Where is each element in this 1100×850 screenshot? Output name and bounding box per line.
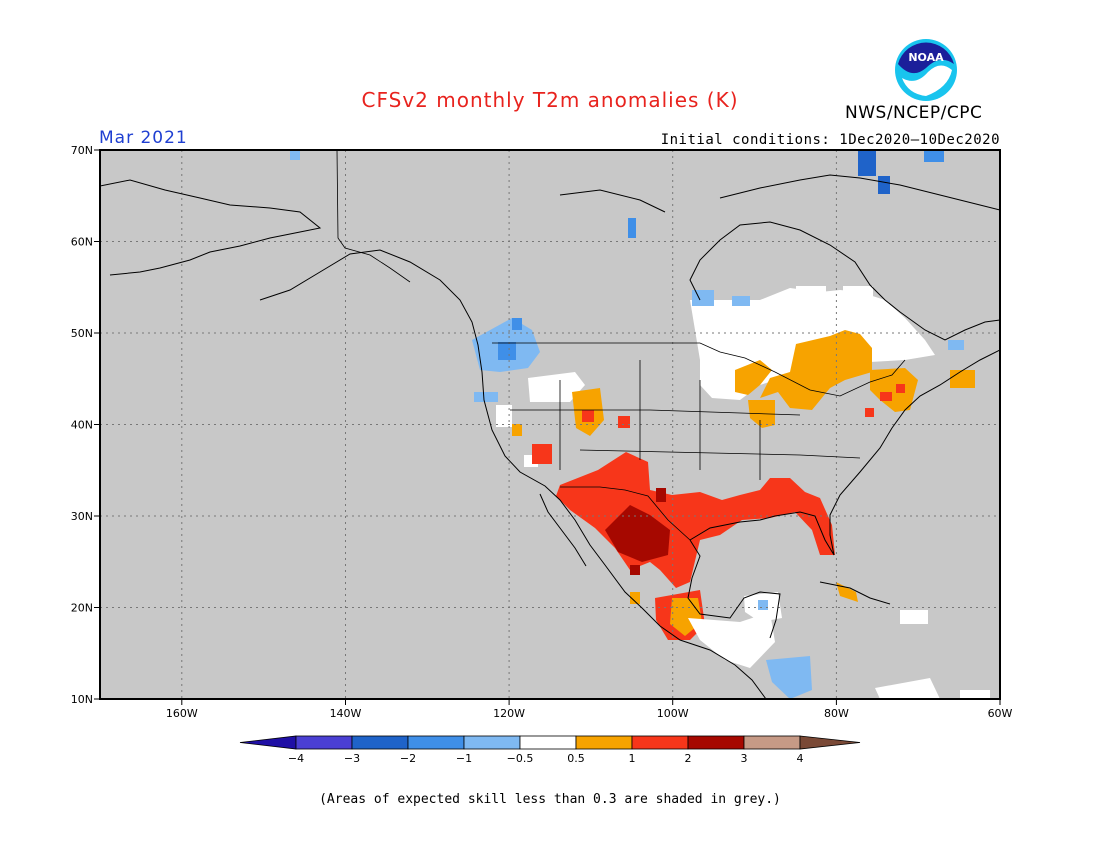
warm-region-great-lakes xyxy=(760,330,872,410)
colorbar-segment xyxy=(295,735,353,750)
chart-title: CFSv2 monthly T2m anomalies (K) xyxy=(361,88,739,112)
colorbar-segment xyxy=(687,735,745,750)
longitude-ticks: 160W 140W 120W 100W 80W 60W xyxy=(166,707,1013,720)
colorbar-label: −2 xyxy=(400,752,416,765)
colorbar-label: −0.5 xyxy=(507,752,534,765)
lat-tick-label: 30N xyxy=(71,510,93,523)
lat-tick-label: 50N xyxy=(71,327,93,340)
forecast-month: Mar 2021 xyxy=(99,128,188,148)
lon-tick-label: 160W xyxy=(166,707,198,720)
colorbar-label: 3 xyxy=(741,752,748,765)
colorbar-label: 1 xyxy=(629,752,636,765)
coastlines xyxy=(100,174,1000,699)
map-grid xyxy=(100,150,1000,699)
colorbar-segment xyxy=(463,735,521,750)
latitude-ticks: 70N 60N 50N 40N 30N 20N 10N xyxy=(71,144,93,706)
colorbar-segment xyxy=(575,735,633,750)
colorbar-label: 2 xyxy=(685,752,692,765)
lat-tick-label: 10N xyxy=(71,693,93,706)
noaa-logo-text: NOAA xyxy=(908,51,944,64)
colorbar-label: 4 xyxy=(797,752,804,765)
lat-tick-label: 20N xyxy=(71,602,93,615)
colorbar-label: −4 xyxy=(288,752,304,765)
lon-tick-label: 120W xyxy=(493,707,525,720)
colorbar-label: −3 xyxy=(344,752,360,765)
tick-marks xyxy=(94,149,1001,705)
colorbar-segment xyxy=(743,735,801,750)
initial-conditions: Initial conditions: 1Dec2020—10Dec2020 xyxy=(660,132,1000,148)
very-warm-region-texas xyxy=(605,505,670,562)
colorbar-label: −1 xyxy=(456,752,472,765)
borders xyxy=(336,150,906,541)
lon-tick-label: 100W xyxy=(657,707,689,720)
colorbar-segment xyxy=(407,735,465,750)
colorbar-segment xyxy=(519,735,577,750)
lat-tick-label: 70N xyxy=(71,144,93,157)
cold-region-arctic xyxy=(858,150,876,176)
colorbar-segment xyxy=(631,735,689,750)
agency-label: NWS/NCEP/CPC xyxy=(845,103,983,123)
colorbar: −4 −3 −2 −1 −0.5 0.5 1 2 3 4 xyxy=(239,735,861,765)
lon-tick-label: 140W xyxy=(330,707,362,720)
colorbar-arrow-high xyxy=(799,735,861,750)
colorbar-arrow-low xyxy=(239,735,297,750)
noaa-logo-icon: NOAA xyxy=(895,39,957,101)
lat-tick-label: 60N xyxy=(71,236,93,249)
anomaly-cells xyxy=(290,150,990,699)
footnote: (Areas of expected skill less than 0.3 a… xyxy=(319,792,781,807)
lat-tick-label: 40N xyxy=(71,419,93,432)
lon-tick-label: 60W xyxy=(988,707,1013,720)
colorbar-segment xyxy=(351,735,409,750)
lon-tick-label: 80W xyxy=(824,707,849,720)
colorbar-label: 0.5 xyxy=(567,752,585,765)
